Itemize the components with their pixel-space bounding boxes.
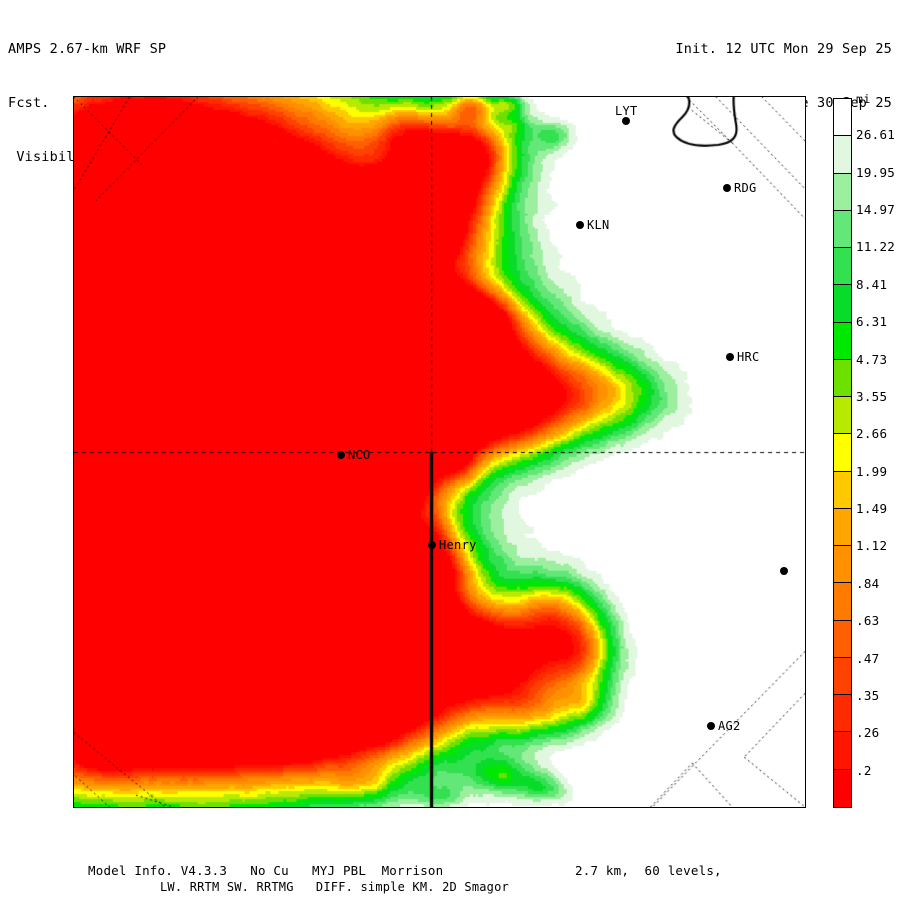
station-marker-nco[interactable]: NCO: [337, 449, 371, 461]
colorbar-band-10: [834, 471, 851, 509]
station-label: AG2: [718, 719, 741, 733]
station-label: KLN: [587, 218, 610, 232]
colorbar-tick-1p49: 1.49: [856, 501, 888, 517]
colorbar-band-8: [834, 397, 851, 435]
colorbar-tick-3p55: 3.55: [856, 388, 888, 404]
colorbar-tick-p84: .84: [856, 575, 880, 591]
colorbar-tick-p63: .63: [856, 613, 880, 629]
station-marker-henry[interactable]: Henry: [428, 539, 477, 551]
colorbar-band-0: [834, 99, 851, 137]
init-time: Init. 12 UTC Mon 29 Sep 25: [675, 41, 892, 57]
colorbar-tick-p47: .47: [856, 650, 880, 666]
station-marker-lyt[interactable]: LYT: [615, 104, 638, 125]
station-marker-hrc[interactable]: HRC: [726, 351, 760, 363]
colorbar-tick-p26: .26: [856, 725, 880, 741]
station-dot: [428, 541, 436, 549]
colorbar-band-14: [834, 620, 851, 658]
footer-resolution: 2.7 km, 60 levels,: [575, 863, 722, 878]
colorbar-tick-2p66: 2.66: [856, 426, 888, 442]
station-label: NCO: [348, 448, 371, 462]
footer-row-1: Model Info. V4.3.3 No Cu MYJ PBL Morriso…: [0, 862, 820, 879]
colorbar-tick-p2: .2: [856, 762, 872, 778]
colorbar-tick-1p12: 1.12: [856, 538, 888, 554]
footer-block: Model Info. V4.3.3 No Cu MYJ PBL Morriso…: [0, 862, 820, 896]
station-marker-rdg[interactable]: RDG: [723, 182, 757, 194]
colorbar-band-17: [834, 732, 851, 770]
colorbar-band-2: [834, 173, 851, 211]
colorbar-band-18: [834, 769, 851, 807]
station-label: LYT: [615, 104, 638, 118]
station-dot: [337, 451, 345, 459]
colorbar-band-1: [834, 136, 851, 174]
station-label: Henry: [439, 538, 477, 552]
station-marker-kln[interactable]: KLN: [576, 219, 610, 231]
station-dot: [576, 221, 584, 229]
colorbar-band-5: [834, 285, 851, 323]
colorbar-band-4: [834, 248, 851, 286]
colorbar-band-3: [834, 210, 851, 248]
station-label: RDG: [734, 181, 757, 195]
colorbar-tick-8p41: 8.41: [856, 276, 888, 292]
station-dot: [726, 353, 734, 361]
colorbar-tick-p35: .35: [856, 687, 880, 703]
station-dot: [780, 567, 788, 575]
colorbar: [833, 98, 852, 808]
colorbar-tick-1p99: 1.99: [856, 463, 888, 479]
station-dot: [707, 722, 715, 730]
station-dot: [622, 117, 631, 125]
station-marker-ag2[interactable]: AG2: [707, 720, 741, 732]
colorbar-tick-6p31: 6.31: [856, 314, 888, 330]
colorbar-band-11: [834, 508, 851, 546]
footer-model-info: Model Info. V4.3.3 No Cu MYJ PBL Morriso…: [88, 863, 444, 878]
colorbar-unit-label: mi: [856, 92, 871, 106]
colorbar-band-6: [834, 322, 851, 360]
colorbar-band-7: [834, 359, 851, 397]
map-panel[interactable]: LYT RDG KLN HRC NCO Henry AG2: [73, 96, 806, 808]
colorbar-tick-19p95: 19.95: [856, 164, 896, 180]
footer-row-2: LW. RRTM SW. RRTMG DIFF. simple KM. 2D S…: [0, 879, 820, 896]
colorbar-band-16: [834, 695, 851, 733]
colorbar-tick-14p97: 14.97: [856, 202, 896, 218]
model-title: AMPS 2.67-km WRF SP: [8, 41, 167, 57]
colorbar-tick-11p22: 11.22: [856, 239, 896, 255]
map-overlay-gridlines: [74, 97, 805, 807]
colorbar-band-13: [834, 583, 851, 621]
station-dot: [723, 184, 731, 192]
station-marker-unnamed-east[interactable]: [780, 567, 788, 575]
colorbar-band-9: [834, 434, 851, 472]
colorbar-tick-26p61: 26.61: [856, 127, 896, 143]
colorbar-tick-labels: 26.61 19.95 14.97 11.22 8.41 6.31 4.73 3.55 2.66…: [856, 98, 900, 812]
colorbar-tick-4p73: 4.73: [856, 351, 888, 367]
station-label: HRC: [737, 350, 760, 364]
footer-physics: LW. RRTM SW. RRTMG DIFF. simple KM. 2D S…: [160, 880, 509, 894]
colorbar-band-12: [834, 546, 851, 584]
colorbar-band-15: [834, 657, 851, 695]
